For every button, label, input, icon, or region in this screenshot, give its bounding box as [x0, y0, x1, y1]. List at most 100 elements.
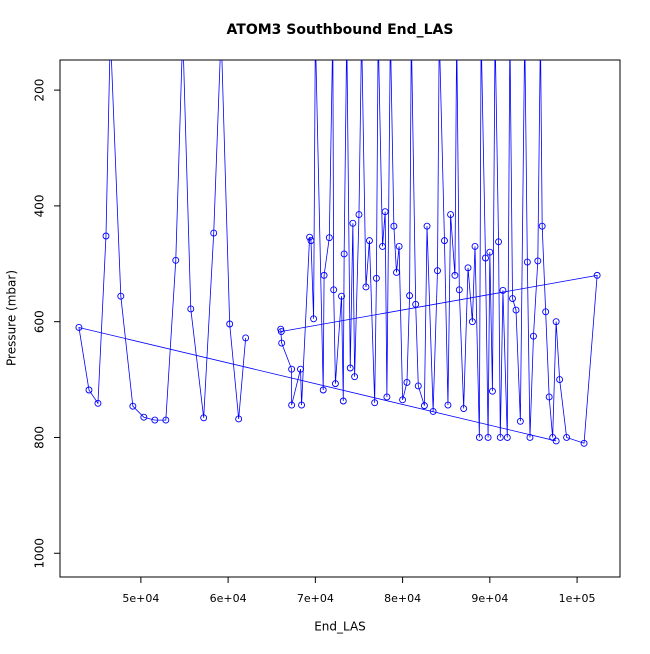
data-point [441, 237, 448, 245]
data-point [534, 257, 542, 265]
y-tick-label: 800 [33, 426, 47, 449]
data-point [339, 397, 347, 405]
data-point [423, 222, 431, 230]
data-point [395, 242, 403, 250]
data-point [471, 242, 479, 250]
plot-area [75, 60, 601, 447]
data-point [489, 387, 496, 395]
data-point [451, 271, 459, 279]
data-point [526, 434, 534, 441]
data-point [365, 237, 373, 245]
data-point [85, 386, 93, 394]
data-point [512, 306, 520, 314]
data-point [516, 417, 524, 425]
data-point [330, 286, 338, 294]
data-point [288, 401, 296, 409]
data-point [444, 401, 452, 409]
data-point [371, 399, 379, 407]
data-point [383, 393, 391, 401]
data-point [429, 407, 437, 415]
data-point [140, 413, 148, 421]
data-point [464, 264, 472, 272]
data-point [94, 399, 102, 407]
data-point [563, 434, 571, 441]
data-point [496, 434, 504, 441]
y-tick-label: 400 [33, 194, 47, 217]
x-tick-label: 1e+05 [559, 592, 596, 605]
data-point [297, 365, 304, 373]
data-point [403, 379, 411, 386]
data-point [235, 415, 243, 423]
x-tick-label: 9e+04 [471, 592, 508, 605]
data-point [307, 237, 315, 245]
x-tick-label: 5e+04 [122, 592, 159, 605]
x-axis-label: End_LAS [314, 620, 366, 634]
data-point [277, 328, 285, 335]
data-point [210, 229, 218, 237]
data-point [530, 332, 537, 340]
data-point [187, 305, 195, 313]
data-point [338, 292, 345, 300]
data-point [278, 339, 286, 347]
data-point [372, 274, 380, 282]
data-point [200, 414, 208, 422]
data-point [420, 402, 428, 410]
data-point [172, 256, 180, 264]
data-point [523, 258, 531, 266]
data-point [399, 396, 407, 404]
data-point [362, 283, 370, 291]
data-point [593, 271, 601, 279]
data-point [310, 315, 318, 323]
data-point [351, 373, 359, 381]
data-point [288, 365, 296, 373]
data-point [75, 324, 83, 331]
data-point [129, 402, 137, 410]
y-tick-label: 200 [33, 79, 47, 102]
data-point [468, 318, 476, 326]
data-point [486, 248, 494, 256]
data-point [381, 208, 389, 216]
y-tick-label: 600 [33, 310, 47, 333]
data-point [355, 211, 363, 219]
data-point [552, 437, 560, 445]
data-point [580, 439, 588, 447]
data-point [475, 434, 483, 441]
data-point [455, 286, 463, 294]
data-line [78, 60, 557, 442]
data-point [320, 271, 328, 279]
y-tick-label: 1000 [33, 538, 47, 569]
data-point [151, 416, 159, 424]
data-point [406, 292, 414, 300]
data-point [319, 386, 327, 394]
data-point [117, 292, 125, 300]
data-point [393, 269, 400, 276]
data-point [102, 232, 110, 240]
x-tick-label: 6e+04 [210, 592, 247, 605]
data-point [434, 267, 441, 275]
data-point [499, 286, 507, 294]
data-point [390, 222, 398, 230]
data-point [447, 211, 455, 219]
data-point [349, 219, 357, 227]
chart-title: ATOM3 Southbound End_LAS [227, 22, 454, 38]
data-point [414, 382, 422, 390]
data-point [340, 250, 348, 258]
data-point [484, 434, 492, 441]
data-point [379, 242, 386, 250]
data-point [226, 320, 234, 328]
y-axis-label: Pressure (mbar) [5, 270, 19, 366]
data-point [242, 334, 250, 342]
data-point [482, 254, 489, 262]
data-point [162, 416, 170, 424]
data-point [509, 295, 516, 302]
x-tick-label: 8e+04 [384, 592, 421, 605]
x-tick-label: 7e+04 [297, 592, 334, 605]
data-point [538, 222, 546, 230]
data-point [412, 300, 420, 308]
data-point [325, 234, 333, 242]
data-point [306, 233, 314, 241]
data-line [280, 60, 598, 444]
data-point [552, 318, 560, 326]
